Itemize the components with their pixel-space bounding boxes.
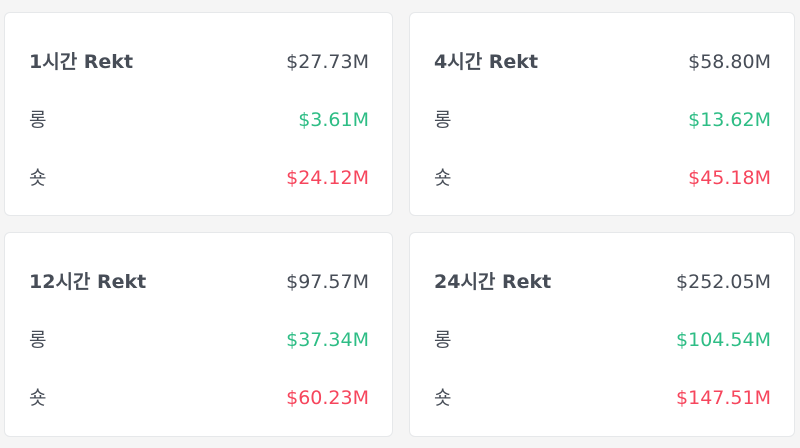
rekt-long-row: 롱 $3.61M: [29, 105, 369, 135]
rekt-card-1h: 1시간 Rekt $27.73M 롱 $3.61M 숏 $24.12M: [4, 12, 393, 216]
rekt-total-row: 4시간 Rekt $58.80M: [434, 47, 771, 77]
rekt-card-title: 12시간 Rekt: [29, 271, 147, 293]
short-label: 숏: [29, 167, 47, 189]
rekt-total-value: $97.57M: [286, 271, 369, 293]
rekt-total-row: 1시간 Rekt $27.73M: [29, 47, 369, 77]
long-label: 롱: [434, 329, 452, 351]
rekt-total-row: 24시간 Rekt $252.05M: [434, 267, 771, 297]
short-label: 숏: [29, 387, 47, 409]
long-value: $13.62M: [688, 109, 771, 131]
short-value: $45.18M: [688, 167, 771, 189]
rekt-long-row: 롱 $104.54M: [434, 325, 771, 355]
long-value: $37.34M: [286, 329, 369, 351]
short-value: $60.23M: [286, 387, 369, 409]
rekt-total-row: 12시간 Rekt $97.57M: [29, 267, 369, 297]
rekt-card-title: 4시간 Rekt: [434, 51, 539, 73]
rekt-total-value: $252.05M: [676, 271, 771, 293]
long-label: 롱: [29, 329, 47, 351]
rekt-long-row: 롱 $37.34M: [29, 325, 369, 355]
short-label: 숏: [434, 167, 452, 189]
rekt-short-row: 숏 $60.23M: [29, 383, 369, 413]
rekt-short-row: 숏 $147.51M: [434, 383, 771, 413]
rekt-card-24h: 24시간 Rekt $252.05M 롱 $104.54M 숏 $147.51M: [409, 232, 795, 437]
short-value: $24.12M: [286, 167, 369, 189]
long-value: $3.61M: [298, 109, 369, 131]
rekt-short-row: 숏 $24.12M: [29, 163, 369, 193]
rekt-short-row: 숏 $45.18M: [434, 163, 771, 193]
rekt-card-title: 24시간 Rekt: [434, 271, 552, 293]
rekt-total-value: $27.73M: [286, 51, 369, 73]
short-value: $147.51M: [676, 387, 771, 409]
long-label: 롱: [434, 109, 452, 131]
rekt-long-row: 롱 $13.62M: [434, 105, 771, 135]
rekt-card-4h: 4시간 Rekt $58.80M 롱 $13.62M 숏 $45.18M: [409, 12, 795, 216]
rekt-card-title: 1시간 Rekt: [29, 51, 134, 73]
short-label: 숏: [434, 387, 452, 409]
long-value: $104.54M: [676, 329, 771, 351]
rekt-total-value: $58.80M: [688, 51, 771, 73]
long-label: 롱: [29, 109, 47, 131]
rekt-card-12h: 12시간 Rekt $97.57M 롱 $37.34M 숏 $60.23M: [4, 232, 393, 437]
